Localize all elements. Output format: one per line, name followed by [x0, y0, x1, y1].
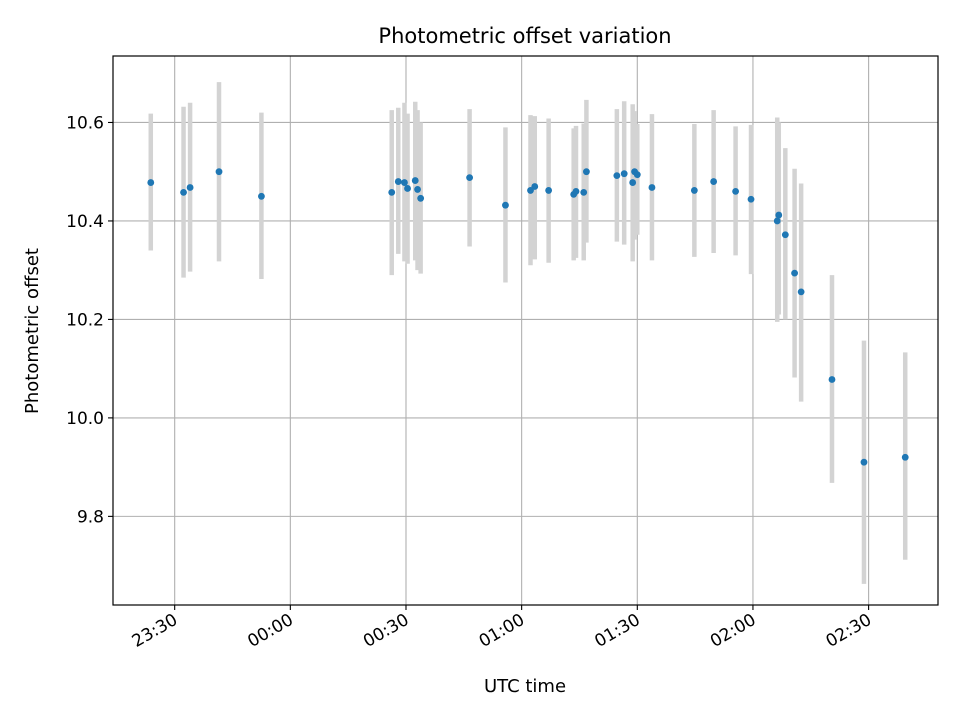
data-point	[775, 211, 783, 219]
data-point	[466, 174, 474, 182]
data-point	[791, 269, 798, 277]
data-point	[394, 178, 402, 185]
data-point	[860, 458, 868, 466]
data-point	[580, 188, 588, 196]
data-point	[901, 453, 909, 461]
data-point	[747, 195, 755, 203]
data-point	[629, 179, 637, 186]
data-point	[781, 231, 789, 239]
y-tick-label: 10.2	[66, 310, 104, 330]
x-axis-label: UTC time	[484, 676, 566, 697]
data-point	[411, 177, 419, 184]
data-point	[147, 179, 155, 186]
y-tick-label: 10.4	[66, 212, 104, 232]
data-point	[613, 172, 621, 180]
data-point	[258, 192, 265, 200]
data-point	[414, 186, 421, 193]
data-point	[502, 201, 509, 209]
data-point	[545, 187, 553, 194]
data-points	[147, 168, 909, 466]
data-point	[417, 194, 425, 202]
data-point	[583, 168, 590, 176]
data-point	[186, 184, 194, 191]
data-point	[180, 188, 187, 196]
data-point	[633, 171, 641, 179]
data-point	[797, 288, 805, 296]
y-tick-label: 10.0	[66, 409, 104, 429]
data-point	[215, 168, 223, 176]
data-point	[773, 217, 781, 225]
data-point	[620, 170, 628, 178]
data-point	[401, 179, 408, 186]
y-tick-label: 10.6	[66, 113, 104, 133]
y-axis-label: Photometric offset	[22, 248, 43, 414]
data-point	[690, 187, 698, 194]
data-point	[404, 185, 411, 192]
data-point	[648, 184, 656, 191]
plot-frame	[112, 55, 939, 606]
data-point	[572, 188, 580, 195]
data-point	[732, 188, 740, 195]
y-axis-ticks: 9.8 10.0 10.2 10.4 10.6	[66, 113, 113, 527]
y-tick-label: 9.8	[77, 507, 104, 527]
data-point	[710, 178, 718, 185]
data-point	[828, 376, 836, 383]
data-point	[531, 183, 539, 190]
chart-title: Photometric offset variation	[378, 24, 671, 48]
data-point	[388, 188, 396, 196]
